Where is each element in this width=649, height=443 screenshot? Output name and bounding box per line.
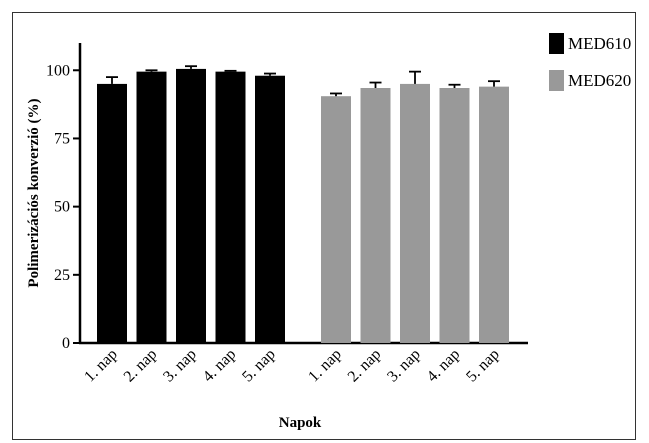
legend: MED610 MED620 <box>549 33 631 91</box>
y-tick-label: 50 <box>54 199 70 216</box>
y-tick-label: 25 <box>54 267 70 284</box>
bar <box>97 83 127 343</box>
x-tick-label: 2. nap <box>121 346 161 386</box>
legend-label: MED620 <box>568 71 631 90</box>
bar <box>215 71 246 344</box>
chart-frame <box>12 12 636 440</box>
bar <box>439 88 470 343</box>
bar <box>321 96 351 343</box>
bars <box>97 65 509 344</box>
bar <box>255 75 285 344</box>
x-tick-label: 5. nap <box>463 346 503 386</box>
y-tick-label: 100 <box>46 62 70 79</box>
legend-swatch <box>549 70 564 91</box>
bar <box>400 83 430 343</box>
x-tick-label: 4. nap <box>200 346 240 386</box>
bar <box>176 68 206 343</box>
series-MED610 <box>97 65 285 344</box>
x-tick-label: 1. nap <box>305 346 345 386</box>
x-tick-label: 2. nap <box>345 346 385 386</box>
bar <box>136 71 167 344</box>
legend-label: MED610 <box>568 34 631 53</box>
x-tick-label: 1. nap <box>81 346 121 386</box>
x-tick-label: 3. nap <box>160 346 200 386</box>
y-tick-label: 75 <box>54 130 70 147</box>
bar <box>360 88 391 343</box>
y-axis: 0 25 50 75 100 <box>46 43 82 352</box>
y-tick-label: 0 <box>62 335 70 352</box>
x-axis-title: Napok <box>279 415 322 431</box>
y-axis-title: Polimerizációs konverzió (%) <box>26 98 42 287</box>
legend-swatch <box>549 33 564 54</box>
x-tick-label: 3. nap <box>384 346 424 386</box>
x-tick-label: 4. nap <box>424 346 464 386</box>
series-MED620 <box>321 70 509 344</box>
x-axis: 1. nap 2. nap 3. nap 4. nap 5. nap 1. nap 2. n… <box>79 341 528 386</box>
bar <box>479 86 509 344</box>
x-tick-label: 5. nap <box>239 346 279 386</box>
